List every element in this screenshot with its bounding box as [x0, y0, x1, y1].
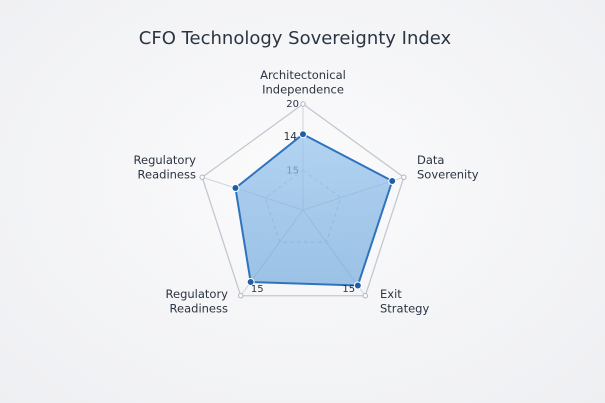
data-point — [353, 281, 362, 290]
category-label-line: Architectonical — [260, 68, 346, 82]
category-label-line: Independence — [262, 82, 344, 96]
axis-end — [362, 293, 369, 299]
axis-tick-label: 15 — [342, 284, 355, 295]
category-label: Data Soverenity — [417, 153, 479, 182]
value-label: 14 — [284, 131, 298, 143]
category-label: Regulatory Readiness — [134, 153, 197, 182]
category-label-line: Regulatory — [134, 153, 197, 167]
category-label-line: Soverenity — [417, 167, 479, 181]
data-area — [234, 133, 394, 287]
data-point — [388, 177, 397, 186]
category-label: Exit Strategy — [380, 287, 429, 316]
category-label: Architectonical Independence — [260, 68, 346, 97]
data-point — [246, 278, 255, 287]
category-label-line: Exit — [380, 287, 402, 301]
category-label: Regulatory Readiness — [166, 287, 229, 316]
category-label-line: Readiness — [170, 301, 228, 315]
category-label-line: Regulatory — [166, 287, 229, 301]
axis-end — [401, 174, 407, 180]
category-label-line: Strategy — [380, 301, 429, 315]
axis-end — [199, 174, 205, 180]
data-point — [299, 130, 307, 139]
r-tick-label: 20 — [286, 99, 299, 110]
axis-tick-label: 15 — [251, 284, 264, 295]
category-label-line: Data — [417, 153, 444, 167]
category-label-line: Readiness — [138, 167, 196, 181]
chart-title: CFO Technology Sovereignty Index — [139, 28, 452, 49]
grid-ring — [201, 103, 405, 297]
data-point — [231, 184, 240, 193]
axis-end — [300, 101, 306, 107]
axis-end — [237, 293, 244, 299]
